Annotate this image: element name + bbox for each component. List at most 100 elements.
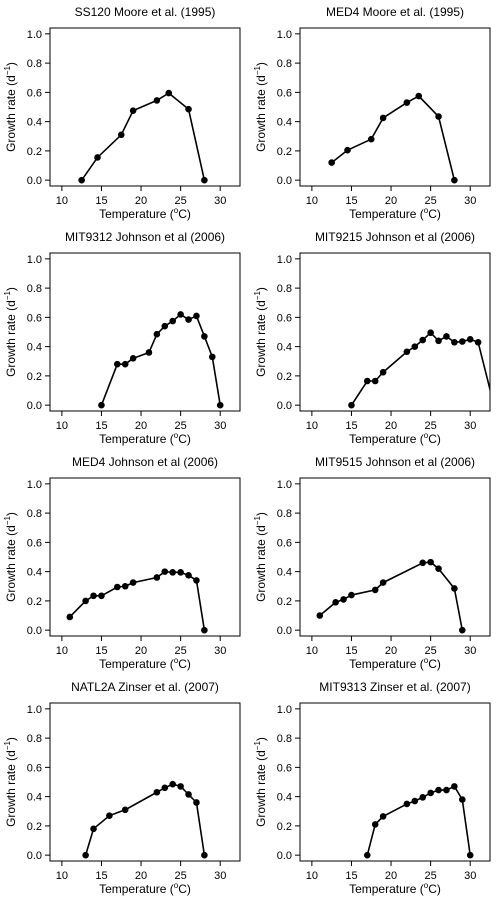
chart-title: MIT9515 Johnson et al (2006) [315, 455, 475, 469]
data-point [435, 565, 442, 573]
y-axis-label-text: Growth rate (d [254, 525, 268, 602]
y-axis-label-text: Growth rate (d [4, 75, 18, 152]
x-tick-label: 10 [56, 870, 68, 882]
data-point [153, 330, 161, 338]
y-tick-label: 0.4 [27, 342, 42, 354]
y-axis-label-text: Growth rate (d [4, 750, 18, 827]
y-tick-label: 1.0 [277, 479, 292, 491]
data-point [379, 579, 387, 586]
x-axis-label: Temperature (oC) [349, 881, 441, 896]
plot-frame [299, 477, 491, 637]
y-axis-label: Growth rate (d−1) [253, 62, 268, 152]
x-axis-label-sup: o [174, 881, 179, 890]
x-axis-label-text: Temperature ( [99, 207, 174, 221]
plot-frame [299, 252, 491, 412]
data-point [344, 146, 351, 154]
x-tick-label: 20 [135, 195, 147, 207]
y-tick-label: 0.2 [27, 371, 42, 383]
data-point [348, 591, 355, 599]
y-tick-label: 0.2 [277, 146, 292, 158]
y-tick-label: 0.0 [27, 175, 42, 187]
x-tick-label: 30 [214, 870, 226, 882]
chart-title: MED4 Moore et al. (1995) [326, 5, 464, 19]
y-tick-label: 1.0 [27, 479, 42, 491]
x-tick-label: 15 [345, 420, 357, 432]
data-point [129, 355, 137, 362]
x-axis-label-sup: o [424, 881, 429, 890]
data-point [340, 596, 347, 603]
x-tick-label: 25 [425, 195, 437, 207]
y-axis-label-end: ) [254, 62, 268, 66]
x-tick-label: 10 [306, 870, 318, 882]
data-point [316, 612, 324, 619]
x-tick-label: 20 [135, 420, 147, 432]
x-axis-label-sup: o [424, 206, 429, 215]
y-axis-label-end: ) [254, 512, 268, 516]
x-axis-label-unit: C) [178, 882, 191, 896]
x-axis-label-text: Temperature ( [349, 657, 424, 671]
data-point [161, 322, 169, 330]
series-line [331, 95, 456, 181]
x-tick-label: 15 [95, 420, 107, 432]
x-axis-label-text: Temperature ( [349, 207, 424, 221]
x-tick-label: 10 [306, 195, 318, 207]
x-tick-label: 15 [95, 870, 107, 882]
series-line [100, 313, 221, 406]
data-point [185, 571, 192, 579]
x-tick-label: 30 [214, 420, 226, 432]
x-axis-label: Temperature (oC) [99, 206, 191, 221]
data-point [121, 360, 129, 368]
series-data [66, 568, 208, 634]
panel-4: MIT9215 Johnson et al (2006) 10 15 20 25 30 0.… [253, 230, 491, 446]
y-axis-label-end: ) [4, 737, 18, 741]
x-tick-label: 10 [306, 645, 318, 657]
data-point [427, 329, 434, 337]
data-point [169, 780, 177, 788]
y-tick-label: 0.8 [27, 508, 42, 520]
x-axis-label-unit: C) [178, 432, 191, 446]
data-point [435, 786, 442, 794]
series-data [78, 89, 208, 184]
y-tick-label: 1.0 [27, 29, 42, 41]
data-point [121, 582, 129, 590]
data-point [177, 569, 184, 576]
data-point [363, 851, 371, 859]
y-axis-label-sup: −1 [253, 66, 262, 76]
y-tick-label: 0.8 [277, 508, 292, 520]
y-tick-label: 1.0 [27, 254, 42, 266]
series-data [316, 558, 466, 634]
data-point [121, 806, 129, 814]
data-point [113, 583, 121, 591]
data-point [177, 311, 184, 318]
data-point [458, 338, 466, 345]
x-tick-label: 25 [425, 420, 437, 432]
y-tick-label: 0.8 [277, 58, 292, 70]
x-tick-label: 20 [135, 870, 147, 882]
data-point [379, 813, 387, 820]
y-tick-label: 0.6 [277, 87, 292, 99]
y-tick-label: 0.4 [277, 792, 292, 804]
panel-1: SS120 Moore et al. (1995) 10 15 20 25 30 0.0 0.… [3, 5, 241, 221]
data-point [82, 597, 89, 605]
x-tick-label: 25 [175, 870, 187, 882]
y-tick-label: 0.0 [277, 175, 292, 187]
y-tick-label: 0.6 [277, 762, 292, 774]
x-axis-label-text: Temperature ( [99, 657, 174, 671]
y-tick-label: 0.8 [27, 58, 42, 70]
data-point [435, 113, 442, 120]
data-point [403, 348, 411, 356]
x-axis-label-unit: C) [428, 432, 441, 446]
y-axis-label-text: Growth rate (d [254, 75, 268, 152]
y-tick-label: 0.8 [27, 283, 42, 295]
data-point [403, 800, 411, 808]
x-tick-label: 15 [345, 645, 357, 657]
y-axis-label-text: Growth rate (d [4, 525, 18, 602]
x-tick-label: 30 [464, 645, 476, 657]
series-data [328, 92, 458, 184]
y-axis-label-end: ) [254, 737, 268, 741]
y-tick-label: 0.6 [27, 312, 42, 324]
x-tick-label: 30 [214, 195, 226, 207]
x-axis-label: Temperature (oC) [349, 431, 441, 446]
data-point [129, 107, 137, 114]
y-tick-label: 0.8 [277, 283, 292, 295]
